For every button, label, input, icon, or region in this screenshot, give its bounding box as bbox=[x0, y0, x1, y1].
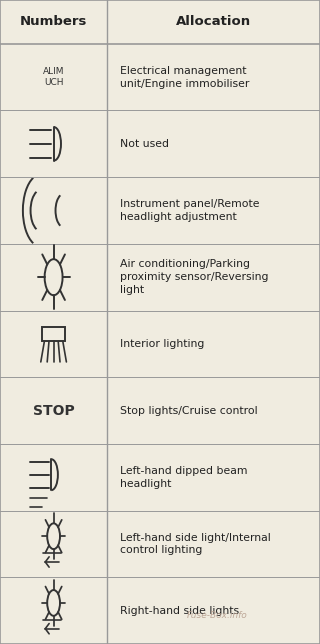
Text: ALIM
UCH: ALIM UCH bbox=[43, 67, 64, 87]
Text: Stop lights/Cruise control: Stop lights/Cruise control bbox=[120, 406, 258, 415]
Text: Fuse-Box.info: Fuse-Box.info bbox=[187, 611, 248, 620]
Text: Interior lighting: Interior lighting bbox=[120, 339, 204, 349]
Text: Numbers: Numbers bbox=[20, 15, 87, 28]
Text: Instrument panel/Remote
headlight adjustment: Instrument panel/Remote headlight adjust… bbox=[120, 199, 260, 222]
Text: STOP: STOP bbox=[33, 404, 75, 417]
Text: Electrical management
unit/Engine immobiliser: Electrical management unit/Engine immobi… bbox=[120, 66, 249, 88]
Text: Allocation: Allocation bbox=[176, 15, 251, 28]
Text: Not used: Not used bbox=[120, 139, 169, 149]
Text: Left-hand dipped beam
headlight: Left-hand dipped beam headlight bbox=[120, 466, 247, 489]
Text: Right-hand side lights: Right-hand side lights bbox=[120, 605, 239, 616]
Text: Air conditioning/Parking
proximity sensor/Reversing
light: Air conditioning/Parking proximity senso… bbox=[120, 260, 268, 295]
Text: Left-hand side light/Internal
control lighting: Left-hand side light/Internal control li… bbox=[120, 533, 271, 555]
